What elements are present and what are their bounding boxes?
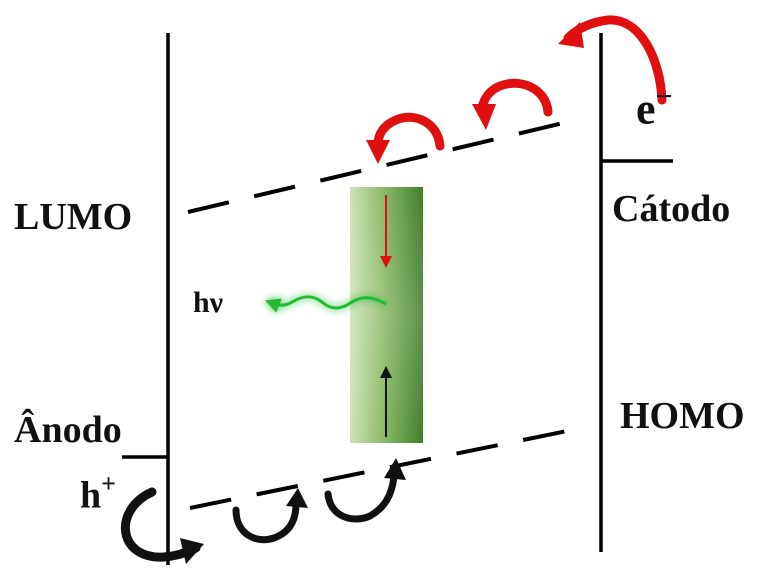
electron-label: e− bbox=[636, 82, 673, 134]
lumo-label: LUMO bbox=[14, 196, 133, 238]
curved-arrow-black-icon bbox=[324, 458, 406, 523]
wavy-arrow-green-icon bbox=[264, 295, 387, 313]
electron-label-base: e bbox=[636, 84, 656, 134]
hole-label-sup: + bbox=[101, 469, 116, 498]
curved-arrow-red-icon bbox=[472, 78, 553, 130]
electron-label-sup: − bbox=[655, 80, 673, 113]
homo-label: HOMO bbox=[620, 395, 745, 437]
hole-label: h+ bbox=[80, 471, 116, 517]
cathode-label: Cátodo bbox=[612, 188, 731, 230]
curved-arrow-red-icon bbox=[558, 15, 667, 105]
curved-arrow-red-icon bbox=[366, 112, 445, 164]
photon-label: hν bbox=[193, 286, 224, 319]
anode-label: Ânodo bbox=[14, 409, 122, 451]
curved-arrow-black-icon bbox=[121, 487, 204, 564]
hole-label-base: h bbox=[80, 474, 102, 517]
curved-arrow-black-icon bbox=[232, 488, 308, 544]
